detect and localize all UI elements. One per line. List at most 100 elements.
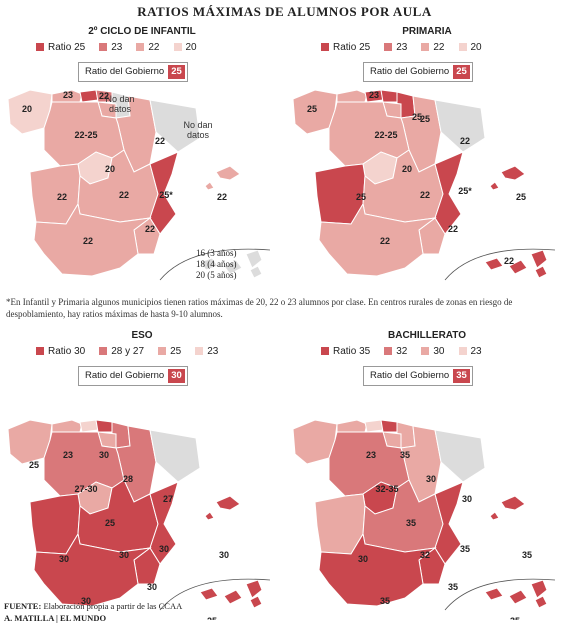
region-baleares xyxy=(204,495,241,521)
legend: Ratio 30 28 y 27 25 23 xyxy=(36,346,232,357)
region-valencia xyxy=(434,151,464,235)
canarias-note: 16 (3 años) 18 (4 años) 20 (5 años) xyxy=(196,248,237,281)
government-ratio-label: Ratio del Gobierno xyxy=(370,370,450,381)
region-label-murcia: 30 xyxy=(147,582,157,592)
government-ratio-label: Ratio del Gobierno xyxy=(85,370,165,381)
region-andalucia xyxy=(318,202,437,277)
legend-item: Ratio 25 xyxy=(321,42,370,53)
government-ratio-box: Ratio del Gobierno 30 xyxy=(78,366,188,386)
region-label-cantabria: 23 xyxy=(369,90,379,100)
government-ratio-label: Ratio del Gobierno xyxy=(85,66,165,77)
region-label-cantabria: 23 xyxy=(63,450,73,460)
legend-label: Ratio 25 xyxy=(333,42,371,53)
region-label-galicia: 25 xyxy=(29,460,39,470)
legend-swatch xyxy=(321,347,329,355)
legend: Ratio 25 23 22 20 xyxy=(321,42,496,53)
legend-item: 22 xyxy=(136,42,160,53)
region-label-aragon: 30 xyxy=(462,494,472,504)
panel-title: BACHILLERATO xyxy=(388,330,466,341)
region-label-cantabria: 23 xyxy=(63,90,73,100)
region-canarias xyxy=(199,249,263,279)
panel-title: 2º CICLO DE INFANTIL xyxy=(88,26,196,37)
region-label-aragon: 22 xyxy=(460,136,470,146)
panel-infantil: 2º CICLO DE INFANTIL Ratio 25 23 22 20 Ratio … xyxy=(0,26,284,316)
region-label-madrid: 20 xyxy=(402,164,412,174)
region-cataluna xyxy=(149,99,201,153)
legend-item: 23 xyxy=(99,42,122,53)
page-title: RATIOS MÁXIMAS DE ALUMNOS POR AULA xyxy=(137,4,432,19)
region-label-cyl: 22-25 xyxy=(374,130,397,140)
region-label-murcia: 22 xyxy=(145,224,155,234)
region-label-canarias: 35 xyxy=(510,616,520,620)
region-canarias xyxy=(484,249,548,279)
canarias-divider xyxy=(159,248,271,281)
region-label-murcia: 22 xyxy=(448,224,458,234)
region-label-baleares: 35 xyxy=(522,550,532,560)
canarias-note-line: 18 (4 años) xyxy=(196,259,237,269)
panel-bachillerato: BACHILLERATO Ratio 35 32 30 23 Ratio del Gobi… xyxy=(285,330,569,620)
legend-item: Ratio 35 xyxy=(321,346,370,357)
region-label-pvasco: 25 xyxy=(412,112,422,122)
region-label-pvasco: 35 xyxy=(400,450,410,460)
region-label-cantabria: 23 xyxy=(366,450,376,460)
region-label-extremadura: 30 xyxy=(59,554,69,564)
legend-label: 23 xyxy=(396,42,408,53)
legend-label: 23 xyxy=(470,346,482,357)
legend-label: 23 xyxy=(111,42,123,53)
legend-label: 20 xyxy=(470,42,482,53)
government-ratio-label: Ratio del Gobierno xyxy=(370,66,450,77)
region-pvasco xyxy=(380,419,398,433)
legend-swatch xyxy=(384,43,393,51)
region-valencia xyxy=(149,151,179,235)
legend-label: Ratio 30 xyxy=(48,346,86,357)
region-label-clm: 32 xyxy=(420,550,430,560)
legend: Ratio 25 23 22 20 xyxy=(36,42,211,53)
legend-item: 23 xyxy=(195,346,218,357)
legend-swatch xyxy=(173,43,182,51)
region-pvasco xyxy=(380,89,398,103)
region-asturias xyxy=(336,419,368,433)
region-cataluna xyxy=(149,429,201,483)
region-label-aragon: 22 xyxy=(155,136,165,146)
canarias-note-line: 20 (5 años) xyxy=(196,270,237,280)
region-label-baleares: 25 xyxy=(516,192,526,202)
source-label: FUENTE: xyxy=(4,601,42,611)
legend-item: 20 xyxy=(458,42,482,53)
region-asturias xyxy=(51,419,83,433)
region-label-baleares: 22 xyxy=(217,192,227,202)
region-label-nodan2b: datos xyxy=(187,130,210,140)
legend-swatch xyxy=(321,43,329,51)
government-ratio-badge: 35 xyxy=(453,369,470,383)
legend-item: 30 xyxy=(421,346,445,357)
panel-eso: ESO Ratio 30 28 y 27 25 23 Ratio del Gobierno… xyxy=(0,330,284,620)
legend-item: 22 xyxy=(421,42,445,53)
region-label-madrid: 25 xyxy=(105,518,115,528)
region-label-valencia: 25* xyxy=(159,190,173,200)
source-line: FUENTE: Elaboración propia a partir de l… xyxy=(4,601,182,611)
legend-swatch xyxy=(384,347,393,355)
legend-swatch xyxy=(136,43,145,51)
legend-label: 30 xyxy=(433,346,445,357)
legend-label: Ratio 25 xyxy=(48,42,86,53)
legend-item: 28 y 27 xyxy=(99,346,144,357)
region-label-rioja: 28 xyxy=(123,474,133,484)
region-asturias xyxy=(336,89,368,103)
credit-line: A. MATILLA | EL MUNDO xyxy=(4,613,107,623)
region-cataluna xyxy=(434,99,486,153)
region-pvasco xyxy=(95,419,113,433)
region-label-pvasco: 30 xyxy=(99,450,109,460)
region-label-madrid: 20 xyxy=(105,164,115,174)
region-andalucia xyxy=(33,202,152,277)
legend-label: Ratio 35 xyxy=(333,346,371,357)
government-ratio-badge: 25 xyxy=(168,65,185,79)
region-valencia xyxy=(149,481,179,565)
region-label-andalucia: 30 xyxy=(81,596,91,606)
region-label-cyl: 27-30 xyxy=(74,484,97,494)
region-label-andalucia: 22 xyxy=(83,236,93,246)
panel-primaria: PRIMARIA Ratio 25 23 22 20 Ratio del Gobierno… xyxy=(285,26,569,316)
region-label-navarra: 30 xyxy=(426,474,436,484)
canarias-divider xyxy=(444,578,556,611)
legend-label: 20 xyxy=(185,42,197,53)
